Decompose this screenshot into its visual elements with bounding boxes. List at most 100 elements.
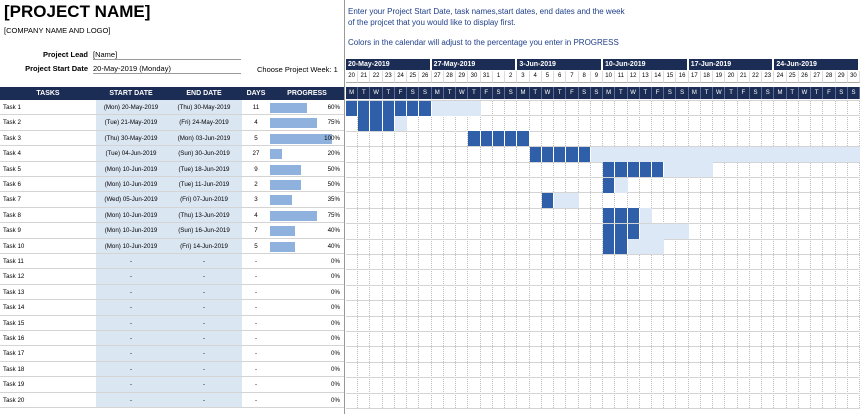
- task-progress[interactable]: 35%: [270, 192, 344, 206]
- task-name[interactable]: Task 19: [3, 381, 25, 389]
- task-end-date[interactable]: -: [166, 284, 242, 300]
- task-start-date[interactable]: -: [96, 300, 166, 315]
- task-progress[interactable]: 100%: [270, 131, 344, 145]
- task-progress[interactable]: 50%: [270, 162, 344, 176]
- table-row: Task 14- - -0%: [0, 300, 344, 316]
- task-name[interactable]: Task 15: [3, 319, 25, 327]
- task-progress[interactable]: 0%: [270, 285, 344, 299]
- task-start-date[interactable]: (Tue) 04-Jun-2019: [96, 146, 166, 161]
- task-end-date[interactable]: (Thu) 13-Jun-2019: [166, 207, 242, 223]
- table-row: Task 1 (Mon) 20-May-2019 (Thu) 30-May-2019…: [0, 100, 344, 116]
- task-name[interactable]: Task 10: [3, 242, 25, 250]
- gantt-bar-complete: [603, 239, 616, 255]
- gantt-bar-remaining: [749, 146, 763, 162]
- gantt-bar-complete: [615, 162, 628, 178]
- task-progress[interactable]: 75%: [270, 208, 344, 222]
- day-letter: T: [382, 87, 395, 99]
- choose-week[interactable]: Choose Project Week: 1: [257, 65, 338, 74]
- task-end-date[interactable]: (Mon) 03-Jun-2019: [166, 130, 242, 146]
- task-progress[interactable]: 0%: [270, 269, 344, 283]
- project-name[interactable]: [PROJECT NAME]: [4, 2, 151, 21]
- task-end-date[interactable]: -: [166, 377, 242, 392]
- task-name[interactable]: Task 7: [3, 196, 21, 204]
- gantt-bar-remaining: [639, 239, 652, 255]
- task-end-date[interactable]: -: [166, 392, 242, 407]
- task-name[interactable]: Task 1: [3, 104, 21, 111]
- task-name[interactable]: Task 13: [3, 288, 25, 296]
- task-start-date[interactable]: (Mon) 10-Jun-2019: [96, 238, 166, 253]
- task-start-date[interactable]: -: [96, 346, 166, 361]
- task-start-date[interactable]: (Mon) 10-Jun-2019: [96, 177, 166, 192]
- task-start-date[interactable]: -: [96, 392, 166, 407]
- gantt-bar-remaining: [652, 239, 665, 255]
- task-start-date[interactable]: -: [96, 284, 166, 300]
- task-start-date[interactable]: -: [96, 377, 166, 392]
- task-progress[interactable]: 0%: [270, 254, 344, 268]
- task-days: 5: [254, 134, 258, 142]
- task-end-date[interactable]: (Fri) 24-May-2019: [166, 115, 242, 130]
- task-name[interactable]: Task 11: [3, 258, 24, 265]
- task-name[interactable]: Task 14: [3, 304, 25, 312]
- task-end-date[interactable]: -: [166, 269, 242, 284]
- task-name[interactable]: Task 5: [3, 165, 21, 173]
- company-name[interactable]: [COMPANY NAME AND LOGO]: [4, 26, 111, 35]
- task-start-date[interactable]: -: [96, 254, 166, 269]
- task-start-date[interactable]: -: [96, 331, 166, 346]
- start-date-input[interactable]: 20-May-2019 (Monday): [93, 64, 241, 74]
- task-end-date[interactable]: (Sun) 30-Jun-2019: [166, 146, 242, 161]
- task-name[interactable]: Task 9: [3, 227, 21, 235]
- task-name[interactable]: Task 12: [3, 273, 25, 281]
- task-end-date[interactable]: -: [166, 361, 242, 377]
- task-name[interactable]: Task 18: [3, 365, 25, 373]
- task-progress[interactable]: 40%: [270, 223, 344, 237]
- task-start-date[interactable]: (Thu) 30-May-2019: [96, 130, 166, 146]
- gantt-bar-complete: [480, 131, 493, 147]
- choose-week-input[interactable]: 1: [333, 65, 338, 74]
- task-start-date[interactable]: (Mon) 10-Jun-2019: [96, 223, 166, 238]
- task-end-date[interactable]: -: [166, 254, 242, 269]
- day-letter: S: [505, 87, 518, 99]
- task-progress[interactable]: 0%: [270, 377, 344, 391]
- task-progress[interactable]: 0%: [270, 362, 344, 376]
- task-end-date[interactable]: -: [166, 331, 242, 346]
- gantt-bar-remaining: [688, 162, 701, 178]
- task-start-date[interactable]: -: [96, 361, 166, 377]
- task-end-date[interactable]: (Fri) 07-Jun-2019: [166, 192, 242, 207]
- task-end-date[interactable]: (Tue) 18-Jun-2019: [166, 161, 242, 176]
- task-name[interactable]: Task 8: [3, 211, 21, 219]
- task-progress[interactable]: 0%: [270, 393, 344, 407]
- task-progress[interactable]: 0%: [270, 300, 344, 314]
- task-progress[interactable]: 60%: [270, 100, 344, 114]
- task-start-date[interactable]: (Mon) 10-Jun-2019: [96, 161, 166, 176]
- task-end-date[interactable]: -: [166, 346, 242, 361]
- task-name[interactable]: Task 3: [3, 134, 21, 142]
- day-number: 21: [737, 71, 750, 83]
- task-end-date[interactable]: -: [166, 315, 242, 330]
- task-name[interactable]: Task 16: [3, 335, 25, 342]
- task-name[interactable]: Task 17: [3, 350, 25, 358]
- day-number: 11: [615, 71, 628, 83]
- task-start-date[interactable]: (Mon) 20-May-2019: [96, 100, 166, 115]
- task-start-date[interactable]: -: [96, 269, 166, 284]
- task-progress[interactable]: 40%: [270, 239, 344, 253]
- task-start-date[interactable]: (Tue) 21-May-2019: [96, 115, 166, 130]
- task-name[interactable]: Task 20: [3, 396, 25, 404]
- task-progress[interactable]: 75%: [270, 115, 344, 129]
- task-progress[interactable]: 0%: [270, 346, 344, 360]
- task-name[interactable]: Task 6: [3, 181, 21, 188]
- task-progress[interactable]: 0%: [270, 331, 344, 345]
- task-end-date[interactable]: -: [166, 300, 242, 315]
- task-end-date[interactable]: (Tue) 11-Jun-2019: [166, 177, 242, 192]
- task-start-date[interactable]: (Mon) 10-Jun-2019: [96, 207, 166, 223]
- task-start-date[interactable]: (Wed) 05-Jun-2019: [96, 192, 166, 207]
- task-progress[interactable]: 0%: [270, 316, 344, 330]
- task-progress[interactable]: 50%: [270, 177, 344, 191]
- task-name[interactable]: Task 2: [3, 119, 21, 127]
- task-progress[interactable]: 20%: [270, 146, 344, 160]
- project-lead-input[interactable]: [Name]: [93, 50, 241, 60]
- task-start-date[interactable]: -: [96, 315, 166, 330]
- task-end-date[interactable]: (Thu) 30-May-2019: [166, 100, 242, 115]
- task-name[interactable]: Task 4: [3, 150, 21, 158]
- task-end-date[interactable]: (Fri) 14-Jun-2019: [166, 238, 242, 253]
- task-end-date[interactable]: (Sun) 16-Jun-2019: [166, 223, 242, 238]
